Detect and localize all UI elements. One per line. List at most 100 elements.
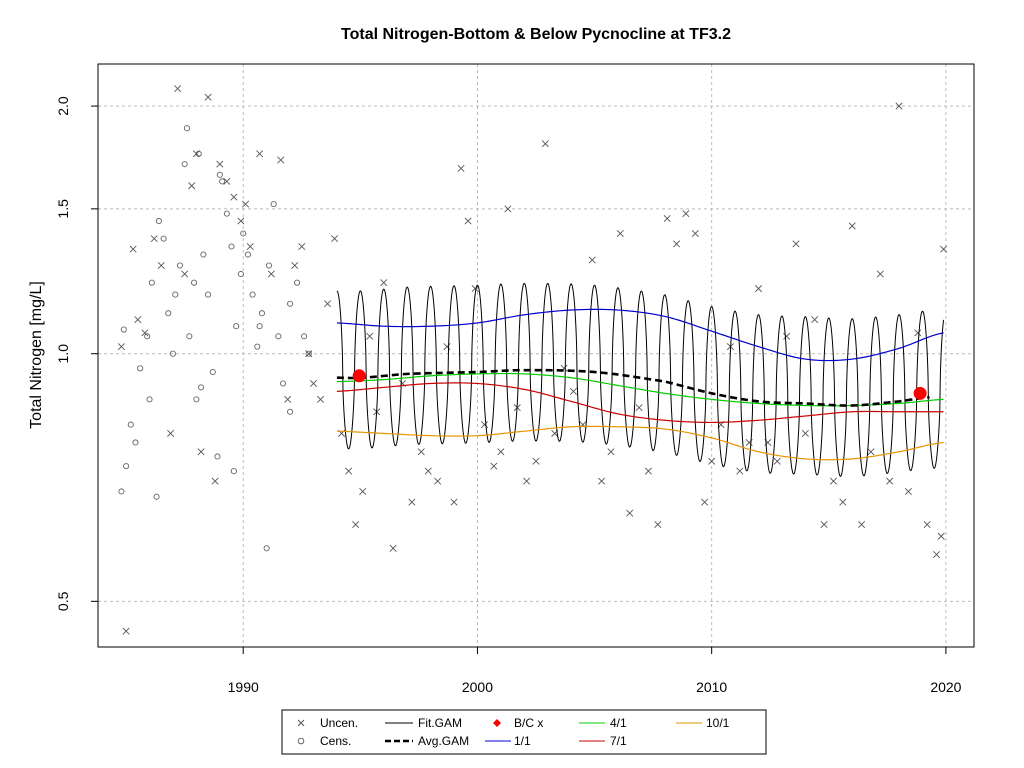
- uncensored-point: [497, 448, 505, 456]
- uncensored-point: [588, 256, 596, 264]
- uncensored-point: [701, 498, 709, 506]
- grid: [98, 64, 974, 647]
- legend-item-cens: Cens.: [297, 734, 351, 748]
- legend-label-1-1: 1/1: [514, 734, 531, 748]
- uncensored-point: [867, 448, 875, 456]
- uncensored-point: [204, 93, 212, 101]
- uncensored-point: [211, 477, 219, 485]
- censored-point: [216, 171, 223, 178]
- uncensored-point: [504, 205, 512, 213]
- uncensored-point: [305, 350, 313, 358]
- censored-point: [127, 421, 134, 428]
- censored-point: [193, 396, 200, 403]
- plot-frame: [97, 63, 975, 648]
- censored-point: [240, 230, 247, 237]
- uncensored-point: [316, 395, 325, 403]
- censored-point: [275, 333, 282, 340]
- legend-item-avg-gam: Avg.GAM: [385, 734, 469, 748]
- series-layer: [117, 85, 948, 635]
- censored-point: [190, 279, 198, 286]
- uncensored-point: [937, 532, 945, 540]
- uncensored-point: [345, 467, 353, 475]
- legend-item-4-1: 4/1: [579, 716, 627, 730]
- legend-item-10-1: 10/1: [676, 716, 730, 730]
- censored-point: [137, 365, 144, 372]
- legend-label-cens: Cens.: [320, 734, 351, 748]
- uncensored-point: [134, 316, 142, 324]
- y-axis-label: Total Nitrogen [mg/L]: [28, 281, 45, 429]
- uncensored-point: [284, 395, 292, 403]
- uncensored-point: [443, 343, 451, 351]
- bc-point: [913, 386, 927, 400]
- uncensored-point: [129, 245, 137, 253]
- legend-item-1-1: 1/1: [485, 734, 531, 748]
- censored-point: [146, 396, 153, 403]
- uncensored-point: [277, 156, 285, 164]
- uncensored-point: [366, 332, 374, 340]
- uncensored-point: [150, 235, 158, 243]
- uncensored-point: [811, 316, 819, 324]
- uncensored-point: [230, 193, 238, 201]
- legend-label-7-1: 7/1: [610, 734, 627, 748]
- line-1-1: [336, 308, 944, 362]
- legend-item-fit-gam: Fit.GAM: [385, 716, 462, 730]
- x-tick-label: 1990: [228, 679, 259, 695]
- uncensored-point: [673, 240, 681, 248]
- legend-label-10-1: 10/1: [706, 716, 730, 730]
- uncensored-point: [122, 627, 130, 635]
- censored-point: [160, 235, 167, 242]
- uncensored-point: [291, 261, 299, 270]
- censored-point: [153, 493, 160, 500]
- censored-point: [214, 453, 221, 460]
- uncensored-point: [242, 200, 250, 208]
- censored-point: [118, 488, 125, 495]
- uncensored-point: [914, 329, 922, 337]
- censored-point: [287, 408, 294, 415]
- censored-marker: [297, 737, 305, 745]
- censored-point: [172, 291, 179, 298]
- uncensored-point: [389, 544, 397, 552]
- uncensored-point: [174, 85, 182, 93]
- uncensored-point: [267, 270, 275, 278]
- censored-point: [183, 125, 191, 132]
- censored-point: [148, 279, 155, 286]
- uncensored-point: [644, 467, 652, 475]
- uncensored-point: [324, 300, 332, 308]
- uncensored-point: [569, 387, 577, 395]
- censored-point: [244, 251, 251, 258]
- uncensored-point: [192, 150, 200, 158]
- censored-point: [200, 251, 207, 258]
- legend-box: [281, 709, 767, 755]
- uncensored-point: [876, 270, 884, 278]
- y-tick-label: 1.5: [55, 199, 71, 219]
- uncensored-point: [380, 279, 388, 287]
- legend-label-uncen: Uncen.: [320, 716, 358, 730]
- censored-point: [287, 300, 294, 307]
- line-4-1: [336, 372, 944, 407]
- x-tick-label: 2020: [930, 679, 961, 695]
- y-tick-label: 1.0: [55, 344, 71, 364]
- uncensored-point: [940, 245, 948, 253]
- censored-point: [176, 262, 184, 269]
- chart-title: Total Nitrogen-Bottom & Below Pycnocline…: [341, 26, 731, 43]
- uncensored-point: [352, 520, 360, 529]
- censored-point: [294, 279, 301, 286]
- uncensored-point: [523, 477, 531, 485]
- uncensored-point: [848, 222, 856, 230]
- censored-point: [230, 468, 237, 475]
- legend-label-avg-gam: Avg.GAM: [418, 734, 469, 748]
- uncensored-point: [408, 498, 416, 506]
- censored-point: [258, 310, 266, 317]
- censored-point: [254, 343, 261, 350]
- uncensored-point: [858, 520, 866, 529]
- censored-point: [228, 243, 235, 250]
- legend: Uncen. Cens. Fit.GAM Avg.GAM B/C x 1/1 4…: [281, 709, 767, 755]
- uncensored-point: [480, 421, 488, 429]
- censored-point: [237, 270, 244, 278]
- uncensored-point: [904, 487, 912, 496]
- censored-point: [155, 217, 162, 225]
- censored-point: [223, 210, 230, 217]
- uncensored-point: [801, 429, 809, 437]
- y-tick-label: 2.0: [55, 96, 71, 116]
- x-tick-label: 2010: [696, 679, 727, 695]
